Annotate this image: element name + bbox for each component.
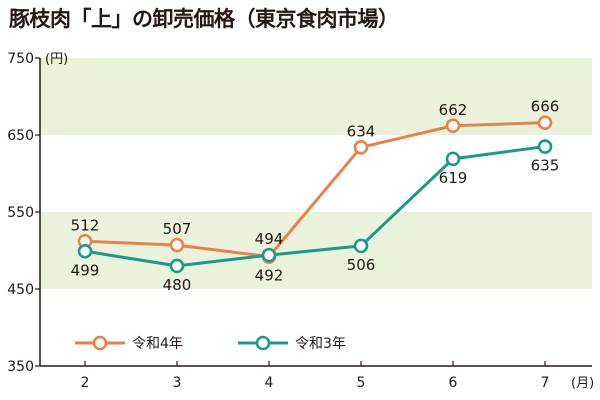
x-tick-label: 6 [449, 375, 458, 391]
data-label: 480 [163, 276, 192, 294]
data-label: 512 [71, 216, 100, 234]
y-tick-label: 750 [7, 51, 34, 67]
data-point [445, 151, 461, 167]
series-line-1 [84, 145, 546, 268]
data-point [261, 247, 277, 263]
x-tick-label: 7 [541, 375, 550, 391]
data-point [353, 140, 369, 155]
x-tick-label: 5 [357, 375, 366, 391]
chart-title: 豚枝肉「上」の卸売価格（東京食肉市場） [9, 7, 399, 31]
data-label: 507 [163, 220, 192, 238]
x-tick-label: 3 [173, 375, 182, 391]
legend-label: 令和4年 [132, 336, 183, 352]
y-tick-label: 550 [7, 205, 34, 221]
data-point [353, 238, 369, 254]
legend-swatch-marker [92, 335, 108, 351]
data-point [537, 115, 553, 130]
data-label: 506 [347, 256, 376, 274]
legend: 令和4年 令和3年 [75, 335, 346, 352]
data-point [537, 139, 553, 154]
axes: 350 450 550 650 750 (円) 2 3 4 5 6 7 (月) [7, 51, 594, 391]
data-label: 499 [71, 261, 100, 279]
x-unit-label: (月) [571, 376, 594, 391]
x-tick-label: 4 [265, 375, 274, 391]
x-tick-label: 2 [81, 375, 90, 391]
data-label: 492 [255, 267, 284, 285]
data-label: 634 [347, 122, 376, 140]
data-point [77, 243, 93, 259]
data-label: 494 [255, 230, 284, 248]
data-label: 619 [439, 169, 468, 187]
legend-label: 令和3年 [295, 336, 346, 352]
y-tick-label: 450 [7, 282, 34, 298]
series-lines [77, 115, 553, 274]
shaded-band-1 [40, 58, 592, 135]
data-labels: 512 507 492 634 662 666 499 480 494 506 619 635 [71, 98, 560, 294]
data-point [169, 258, 185, 274]
shaded-bands [40, 58, 592, 289]
y-unit-label: (円) [45, 52, 68, 67]
data-point [169, 237, 185, 253]
legend-swatch-marker [255, 335, 271, 351]
y-tick-label: 350 [7, 359, 34, 375]
data-label: 666 [531, 98, 560, 116]
data-label: 635 [531, 157, 560, 175]
y-tick-label: 650 [7, 128, 34, 144]
data-point [445, 118, 461, 134]
series-line-0 [84, 121, 546, 259]
data-label: 662 [439, 101, 468, 119]
